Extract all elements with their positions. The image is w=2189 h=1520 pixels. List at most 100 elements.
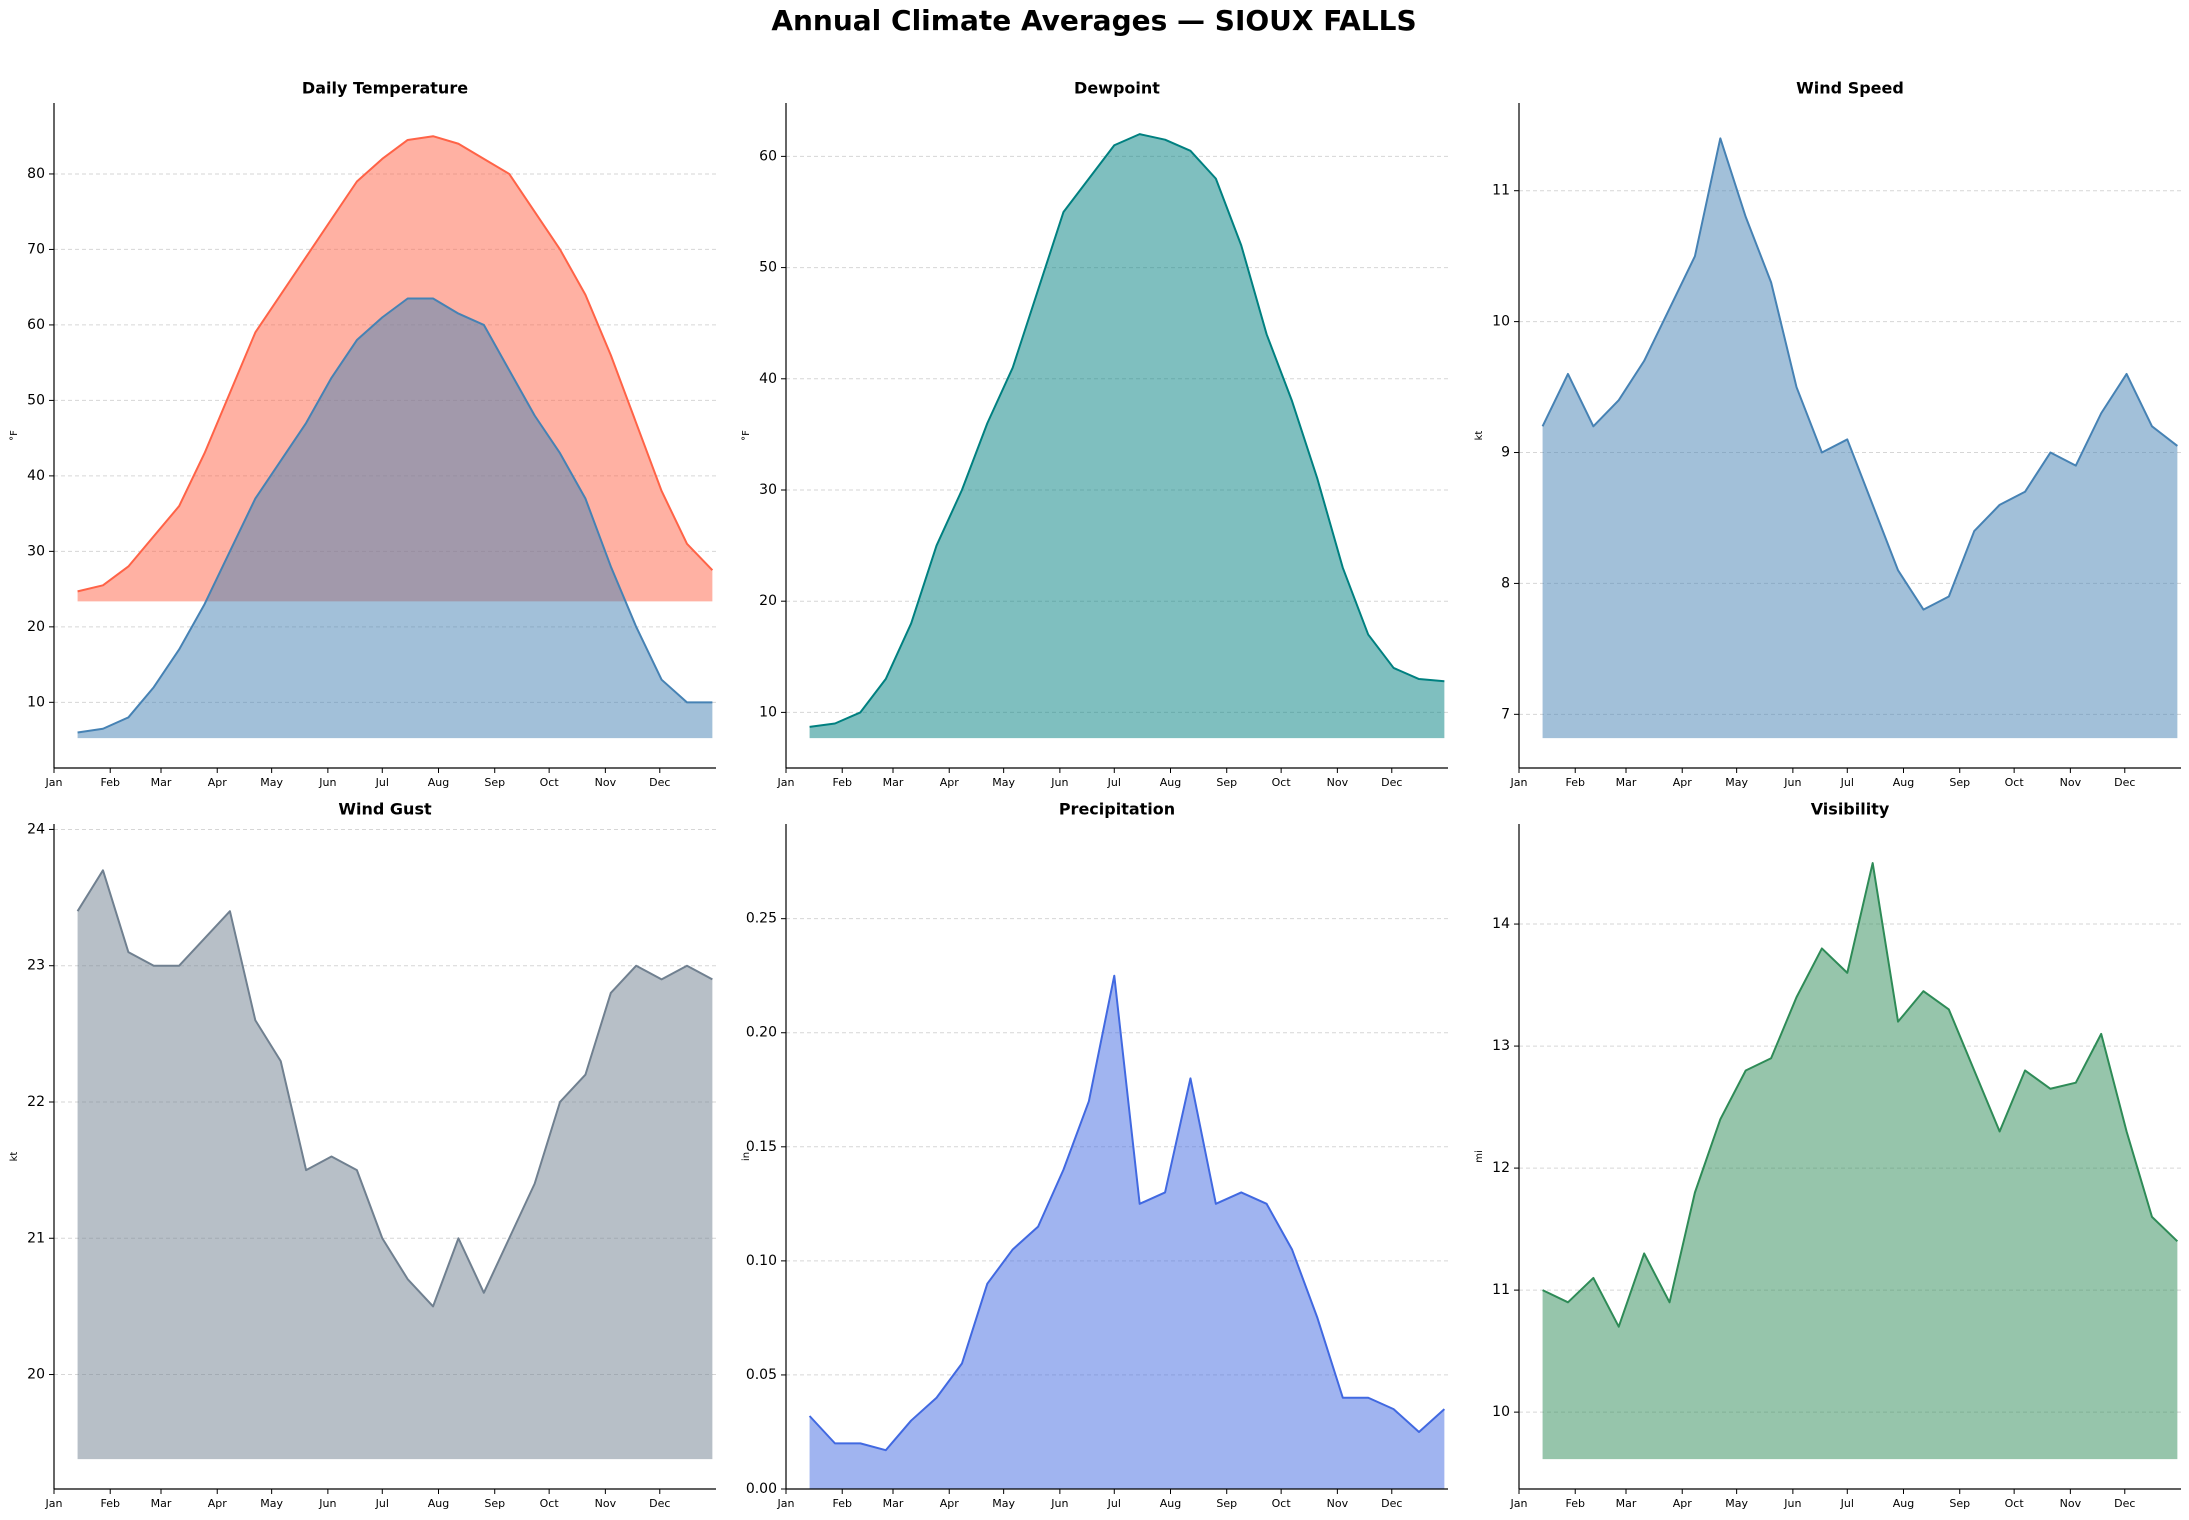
figure-title: Annual Climate Averages — SIOUX FALLS: [771, 4, 1416, 37]
y-tick-label: 0.10: [746, 1253, 777, 1269]
subplot-title: Dewpoint: [1074, 79, 1160, 98]
x-tick-label: Apr: [940, 1497, 960, 1510]
x-tick-label: Sep: [484, 776, 505, 789]
x-tick-label: Oct: [2005, 1497, 2025, 1510]
x-tick-label: Apr: [1673, 1497, 1693, 1510]
y-tick-label: 0.25: [746, 911, 777, 927]
subplot-title: Wind Speed: [1796, 79, 1904, 98]
y-tick-label: 0.00: [746, 1481, 777, 1497]
x-tick-label: Aug: [1160, 776, 1181, 789]
area-line: [1542, 862, 2179, 1328]
x-tick-label: Dec: [1381, 1497, 1402, 1510]
x-tick-label: Oct: [1272, 776, 1292, 789]
x-tick-label: Dec: [2114, 776, 2135, 789]
y-tick-label: 20: [759, 593, 777, 609]
x-tick-label: Feb: [100, 1497, 119, 1510]
x-tick-label: Jan: [777, 776, 795, 789]
x-tick-label: Apr: [208, 776, 228, 789]
x-tick-label: Jul: [1840, 776, 1854, 789]
subplot-title: Daily Temperature: [302, 79, 468, 98]
area-line: [77, 297, 713, 734]
area-fill: [809, 134, 1445, 739]
x-tick-label: May: [1725, 1497, 1748, 1510]
area-line: [1541, 137, 2178, 611]
x-tick-label: Mar: [883, 776, 904, 789]
y-tick-label: 0.05: [746, 1367, 777, 1383]
subplot-title: Wind Gust: [338, 800, 432, 819]
x-tick-label: Oct: [1272, 1497, 1292, 1510]
x-tick-label: Jul: [1107, 1497, 1121, 1510]
x-tick-label: Sep: [1216, 1497, 1237, 1510]
y-axis-label: in: [741, 1152, 752, 1161]
x-tick-label: Nov: [595, 1497, 617, 1510]
y-tick-label: 10: [759, 704, 777, 720]
x-tick-label: Oct: [540, 1497, 560, 1510]
x-tick-label: Mar: [1616, 776, 1637, 789]
y-axis-label: mi: [1474, 1150, 1485, 1163]
x-tick-label: Mar: [151, 776, 172, 789]
x-tick-label: Jul: [1840, 1497, 1854, 1510]
x-tick-label: Dec: [1381, 776, 1402, 789]
y-tick-label: 30: [27, 543, 45, 559]
y-tick-label: 80: [27, 166, 45, 182]
x-tick-label: Jan: [1510, 776, 1528, 789]
y-tick-label: 8: [1501, 575, 1510, 591]
x-tick-label: Mar: [151, 1497, 172, 1510]
x-tick-label: Aug: [428, 776, 449, 789]
x-tick-label: Sep: [1949, 776, 1970, 789]
x-tick-label: Jun: [1783, 776, 1801, 789]
x-tick-label: Sep: [484, 1497, 505, 1510]
x-tick-label: Jun: [318, 1497, 336, 1510]
y-tick-label: 40: [759, 371, 777, 387]
x-tick-label: May: [260, 776, 283, 789]
x-tick-label: Jan: [45, 776, 63, 789]
x-tick-label: Nov: [1327, 1497, 1349, 1510]
x-tick-label: May: [992, 1497, 1015, 1510]
x-tick-label: Jul: [1107, 776, 1121, 789]
x-tick-label: Dec: [649, 776, 670, 789]
x-tick-label: Feb: [1565, 776, 1584, 789]
y-tick-label: 20: [27, 619, 45, 635]
x-tick-label: Nov: [595, 776, 617, 789]
x-tick-label: Oct: [540, 776, 560, 789]
y-tick-label: 10: [1492, 1404, 1510, 1420]
x-tick-label: May: [260, 1497, 283, 1510]
x-tick-label: Nov: [1327, 776, 1349, 789]
y-tick-label: 24: [27, 821, 45, 837]
area-line: [77, 135, 714, 593]
x-tick-label: Aug: [1893, 776, 1914, 789]
y-tick-label: 60: [27, 317, 45, 333]
x-tick-label: Dec: [649, 1497, 670, 1510]
y-tick-label: 10: [1492, 314, 1510, 330]
y-tick-label: 11: [1492, 183, 1510, 199]
y-axis-label: kt: [1474, 431, 1485, 441]
y-tick-label: 22: [27, 1094, 45, 1110]
y-tick-label: 11: [1492, 1282, 1510, 1298]
x-tick-label: Nov: [2060, 776, 2082, 789]
x-tick-label: Sep: [1949, 1497, 1970, 1510]
x-tick-label: Aug: [428, 1497, 449, 1510]
x-tick-label: Oct: [2005, 776, 2025, 789]
x-tick-label: Jun: [1050, 776, 1068, 789]
y-tick-label: 50: [759, 260, 777, 276]
subplot-title: Visibility: [1811, 800, 1890, 819]
subplot-title: Precipitation: [1059, 800, 1175, 819]
x-tick-label: May: [1725, 776, 1748, 789]
x-tick-label: Feb: [832, 776, 851, 789]
y-axis-label: kt: [9, 1152, 20, 1162]
y-tick-label: 50: [27, 392, 45, 408]
y-tick-label: 9: [1501, 445, 1510, 461]
area-fill: [77, 870, 713, 1460]
x-tick-label: May: [992, 776, 1015, 789]
x-tick-label: Mar: [883, 1497, 904, 1510]
x-tick-label: Jan: [45, 1497, 63, 1510]
area-fill: [809, 975, 1445, 1489]
y-tick-label: 10: [27, 694, 45, 710]
x-tick-label: Jan: [777, 1497, 795, 1510]
x-tick-label: Feb: [100, 776, 119, 789]
x-tick-label: Jun: [1050, 1497, 1068, 1510]
x-tick-label: Jan: [1510, 1497, 1528, 1510]
x-tick-label: Jun: [318, 776, 336, 789]
y-tick-label: 14: [1492, 916, 1510, 932]
